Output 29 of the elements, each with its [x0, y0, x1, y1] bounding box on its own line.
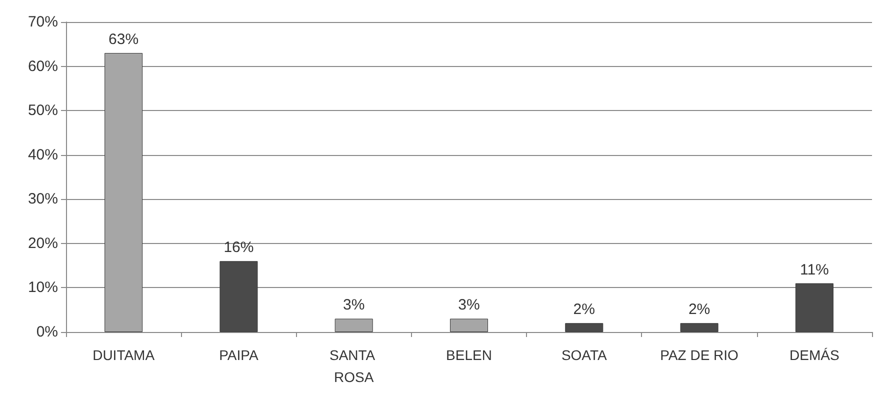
data-label: 2%	[688, 301, 710, 318]
x-tick-label: DEMÁS	[790, 347, 840, 363]
bar	[334, 318, 373, 332]
x-tick-label: SANTA ROSA	[329, 347, 378, 385]
bar	[220, 261, 258, 332]
data-label: 2%	[573, 301, 595, 318]
y-tick-label: 0%	[36, 324, 58, 340]
bar	[104, 53, 143, 332]
bar	[450, 318, 488, 332]
bar	[565, 323, 604, 332]
x-tick-label: PAIPA	[219, 347, 259, 363]
x-tick-label: PAZ DE RIO	[660, 347, 739, 363]
y-tick-label: 10%	[28, 279, 58, 296]
y-tick-label: 20%	[28, 234, 58, 252]
data-label: 3%	[343, 296, 365, 314]
y-tick-label: 60%	[28, 58, 58, 75]
x-tick-label: BELEN	[446, 347, 492, 363]
x-tick-label: SOATA	[561, 347, 608, 363]
y-tick-label: 70%	[28, 14, 58, 30]
y-tick-label: 30%	[28, 190, 58, 208]
data-label: 11%	[800, 261, 829, 278]
y-tick-label: 40%	[28, 146, 58, 164]
bar	[795, 283, 834, 332]
data-label: 3%	[458, 296, 480, 314]
bar	[680, 323, 718, 332]
x-tick-label: DUITAMA	[92, 347, 156, 363]
y-tick-label: 50%	[28, 102, 58, 120]
data-label: 63%	[108, 31, 139, 48]
data-label: 16%	[224, 239, 254, 256]
